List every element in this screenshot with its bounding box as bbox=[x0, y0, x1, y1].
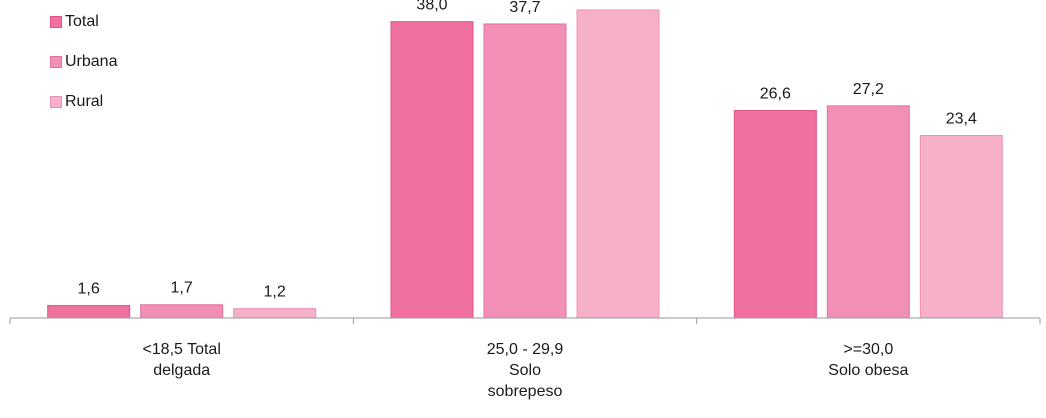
category-label-1-1: Solo bbox=[509, 362, 541, 379]
category-label-2-0: >=30,0 bbox=[843, 341, 893, 358]
data-label-rural-1: 39,5 bbox=[602, 0, 633, 2]
category-label-2-1: Solo obesa bbox=[828, 362, 908, 379]
data-label-rural-2: 23,4 bbox=[946, 110, 977, 127]
data-label-total-1: 38,0 bbox=[416, 0, 447, 14]
data-label-rural-0: 1,2 bbox=[264, 284, 286, 301]
legend-swatch-urbana bbox=[50, 56, 62, 68]
category-label-1-2: sobrepeso bbox=[488, 383, 563, 400]
data-label-total-2: 26,6 bbox=[760, 86, 791, 103]
bar-total-2 bbox=[734, 111, 816, 318]
legend-label-total: Total bbox=[65, 14, 99, 30]
data-label-urbana-1: 37,7 bbox=[509, 0, 540, 16]
category-label-0-0: <18,5 Total bbox=[142, 341, 220, 358]
bar-total-0 bbox=[48, 306, 130, 318]
bar-urbana-1 bbox=[484, 24, 566, 318]
bar-urbana-0 bbox=[141, 305, 223, 318]
legend-swatch-rural bbox=[50, 96, 62, 108]
category-label-0-1: delgada bbox=[153, 362, 210, 379]
bar-rural-2 bbox=[920, 135, 1002, 318]
data-label-total-0: 1,6 bbox=[78, 281, 100, 298]
bar-total-1 bbox=[391, 22, 473, 318]
legend-label-urbana: Urbana bbox=[65, 54, 117, 70]
data-label-urbana-2: 27,2 bbox=[853, 81, 884, 98]
legend-swatch-total bbox=[50, 16, 62, 28]
bar-rural-1 bbox=[577, 10, 659, 318]
category-label-1-0: 25,0 - 29,9 bbox=[487, 341, 564, 358]
bar-rural-0 bbox=[234, 309, 316, 318]
data-label-urbana-0: 1,7 bbox=[171, 280, 193, 297]
bar-urbana-2 bbox=[827, 106, 909, 318]
legend-label-rural: Rural bbox=[65, 94, 103, 110]
